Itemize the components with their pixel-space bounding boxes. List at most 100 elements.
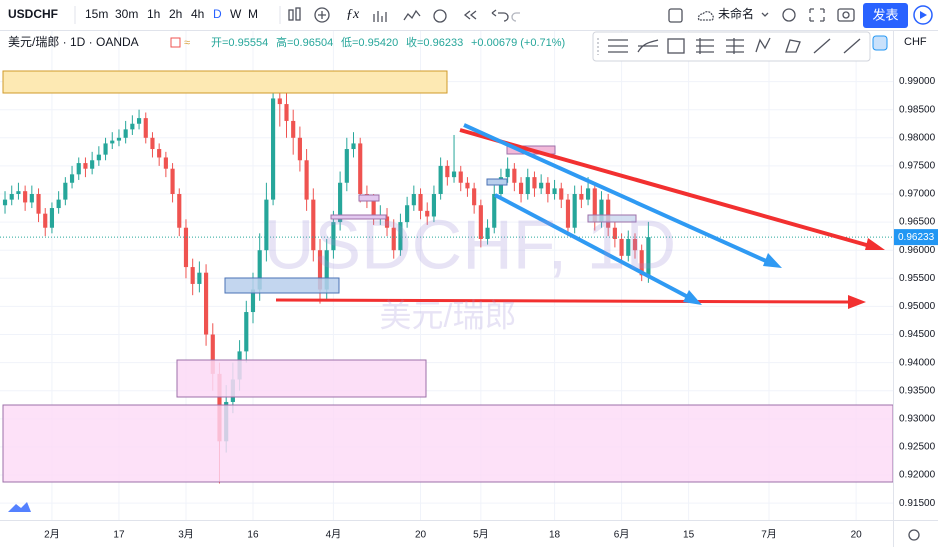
candle-body bbox=[56, 199, 61, 209]
y-tick-label: 0.95000 bbox=[899, 301, 936, 312]
x-tick-label: 7月 bbox=[761, 529, 777, 541]
candle-body bbox=[612, 227, 617, 239]
logo[interactable] bbox=[8, 502, 31, 512]
play-icon bbox=[920, 11, 927, 19]
candle-body bbox=[505, 168, 510, 178]
layout-name[interactable]: 未命名 bbox=[718, 6, 754, 21]
y-tick-label: 0.94500 bbox=[899, 329, 936, 340]
y-tick-label: 0.98000 bbox=[899, 132, 936, 143]
tool-icon[interactable] bbox=[755, 37, 771, 53]
x-tick-label: 17 bbox=[113, 530, 125, 541]
candle-body bbox=[297, 137, 302, 161]
tool-icon[interactable] bbox=[696, 38, 714, 54]
candle-body bbox=[277, 98, 282, 105]
fullscreen-icon[interactable] bbox=[809, 8, 825, 22]
tool-icon[interactable] bbox=[726, 38, 744, 54]
candle-body bbox=[512, 168, 517, 183]
candle-body bbox=[545, 182, 550, 194]
replay-icon[interactable] bbox=[463, 10, 477, 20]
settings-icon[interactable] bbox=[782, 8, 796, 22]
axis-settings[interactable] bbox=[908, 529, 920, 541]
cloud-icon bbox=[697, 10, 714, 21]
arrow-head bbox=[848, 295, 866, 309]
candle-body bbox=[632, 238, 638, 251]
tool-icon[interactable] bbox=[785, 39, 801, 53]
candle-body bbox=[170, 168, 175, 194]
tool-icon[interactable] bbox=[608, 39, 628, 53]
candle-body bbox=[559, 188, 564, 200]
candle-body bbox=[425, 210, 430, 217]
interval[interactable]: 2h bbox=[169, 7, 182, 21]
candle-body bbox=[411, 194, 416, 206]
legend-icon[interactable]: ≈ bbox=[184, 37, 190, 49]
legend-eye[interactable] bbox=[170, 37, 181, 48]
zone-rect bbox=[587, 214, 637, 223]
interval[interactable]: 1h bbox=[147, 7, 160, 21]
caret bbox=[761, 12, 769, 17]
tool-icon[interactable] bbox=[843, 38, 861, 54]
tool-icon[interactable] bbox=[813, 38, 831, 54]
toggle-button[interactable] bbox=[872, 35, 888, 51]
drawing-tools bbox=[597, 37, 861, 55]
plot-area bbox=[0, 31, 893, 520]
x-tick-label: 6月 bbox=[614, 529, 630, 541]
arrow-head bbox=[683, 290, 702, 305]
candle-body bbox=[157, 149, 162, 158]
chart-type-icon[interactable] bbox=[288, 7, 301, 21]
interval[interactable]: 30m bbox=[115, 7, 138, 21]
candle-body bbox=[183, 227, 189, 268]
y-tick-label: 0.93000 bbox=[899, 413, 936, 424]
x-tick-label: 3月 bbox=[178, 529, 194, 541]
candle-body bbox=[96, 154, 101, 161]
candle-body bbox=[565, 199, 571, 228]
x-tick-label: 5月 bbox=[473, 529, 489, 541]
candle-body bbox=[552, 188, 557, 194]
x-tick-label: 20 bbox=[851, 530, 863, 541]
publish-button[interactable] bbox=[863, 3, 908, 28]
undo-icon[interactable] bbox=[491, 9, 509, 22]
interval[interactable]: 15m bbox=[85, 7, 108, 21]
x-tick-label: 15 bbox=[683, 530, 695, 541]
redo-icon[interactable] bbox=[511, 12, 520, 22]
tool-icon[interactable] bbox=[637, 39, 659, 53]
price-tag bbox=[894, 229, 938, 246]
candle-body bbox=[572, 194, 577, 228]
candle-body bbox=[16, 191, 21, 194]
templates-icon[interactable] bbox=[373, 11, 387, 22]
interval[interactable]: 4h bbox=[191, 7, 204, 21]
candle-body bbox=[431, 194, 437, 217]
alert-icon[interactable] bbox=[433, 9, 447, 23]
zone-rect bbox=[358, 194, 380, 202]
candle-body bbox=[451, 171, 457, 178]
zone-rect bbox=[224, 277, 340, 294]
candle-body bbox=[626, 238, 631, 256]
snapshot-icon[interactable] bbox=[837, 8, 855, 22]
interval[interactable]: M bbox=[248, 7, 258, 21]
zone-rect bbox=[176, 359, 427, 398]
indicator-icon[interactable] bbox=[314, 7, 330, 23]
interval[interactable]: W bbox=[230, 7, 242, 21]
interval-active[interactable]: D bbox=[213, 7, 222, 21]
checkbox[interactable] bbox=[668, 8, 683, 23]
play-button[interactable] bbox=[913, 5, 933, 25]
candle-body bbox=[384, 216, 390, 228]
fx-icon[interactable]: ƒx bbox=[346, 7, 360, 22]
compare-icon[interactable] bbox=[403, 9, 421, 21]
y-tick-label: 0.97500 bbox=[899, 161, 936, 172]
candle-body bbox=[197, 272, 202, 284]
candle-body bbox=[203, 272, 209, 335]
x-tick-label: 4月 bbox=[326, 529, 342, 541]
candle-body bbox=[324, 250, 329, 290]
candle-body bbox=[110, 140, 115, 144]
x-tick-label: 16 bbox=[247, 530, 259, 541]
drawings bbox=[2, 70, 894, 483]
candle-body bbox=[90, 160, 95, 169]
candle-body bbox=[525, 177, 530, 194]
symbol[interactable]: USDCHF bbox=[8, 7, 58, 21]
candle-body bbox=[130, 123, 135, 130]
tool-icon[interactable] bbox=[667, 38, 685, 54]
candle-body bbox=[190, 267, 195, 284]
legend-close: 收=0.96233 bbox=[406, 35, 463, 49]
